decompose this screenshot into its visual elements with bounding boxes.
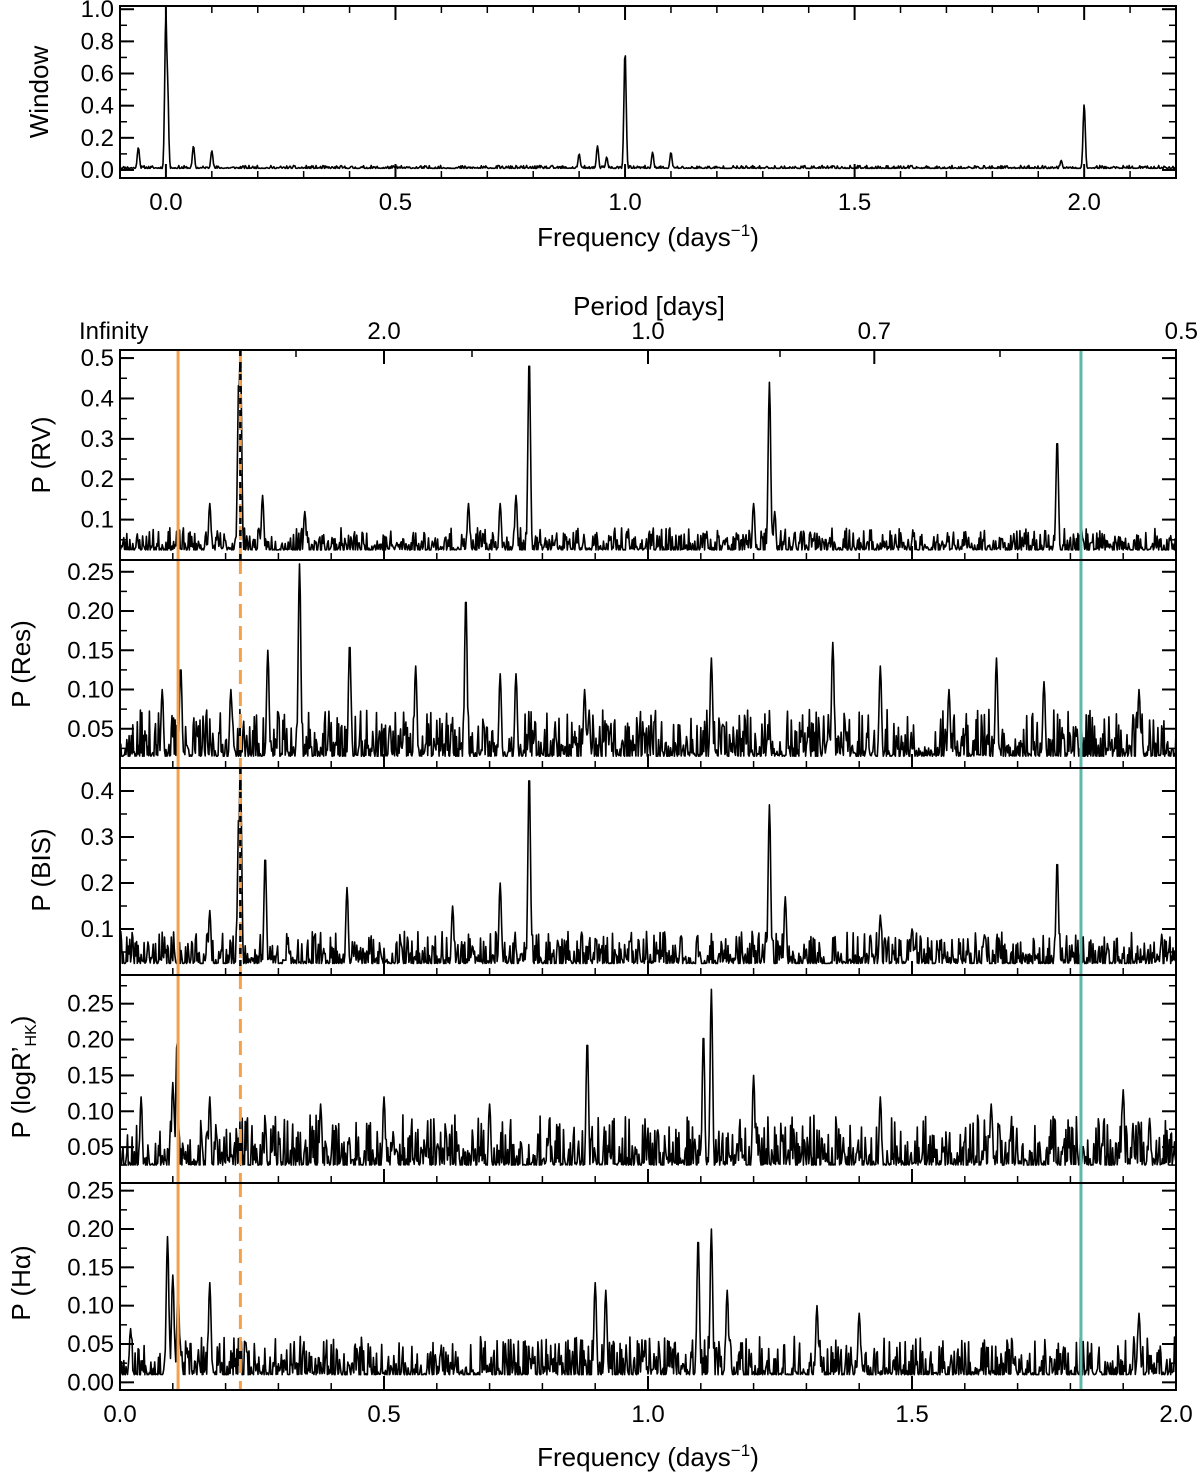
win-periodogram-line xyxy=(120,9,1177,170)
win-ytick-label: 0.8 xyxy=(81,28,114,55)
p2-ytick-label: 0.20 xyxy=(67,598,114,625)
rv-axes: 0.1 0.2 0.3 0.4 0.5 xyxy=(81,345,1177,560)
window-panel: 0.0 0.2 0.4 0.6 0.8 1.0 0.0 0.5 1.0 1.5 2.0 Window… xyxy=(24,0,1177,252)
p5-ytick-label: 0.05 xyxy=(67,1331,114,1358)
win-ytick-label: 0.6 xyxy=(81,61,114,88)
p5-ytick-label: 0.10 xyxy=(67,1293,114,1320)
stacked-frame xyxy=(119,349,1177,1391)
loghk-ylabel: P (logR’HK) xyxy=(6,1016,40,1139)
p4-ytick-label: 0.25 xyxy=(67,991,114,1018)
period-tick-label: 2.0 xyxy=(367,318,400,345)
p5-ytick-label: 0.25 xyxy=(67,1178,114,1205)
window-series-layer xyxy=(120,9,1177,170)
win-xtick-label: 1.0 xyxy=(608,189,641,216)
stacked-outline xyxy=(119,349,1177,1391)
p4-ytick-label: 0.15 xyxy=(67,1062,114,1089)
p5-xtick-label: 1.5 xyxy=(895,1401,928,1428)
p2-ytick-label: 0.05 xyxy=(67,716,114,743)
p5-xtick-label: 0.0 xyxy=(103,1401,136,1428)
period-tick-layer: Infinity 2.0 1.0 0.7 0.5 xyxy=(79,318,1198,364)
rv-ylabel: P (RV) xyxy=(26,416,56,493)
halpha-axes: 0.00 0.05 0.10 0.15 0.20 0.25 0.0 0.5 1.0 1.5 2.0 xyxy=(67,1178,1192,1428)
halpha-ylabel: P (Hα) xyxy=(6,1245,36,1320)
p4-ytick-label: 0.05 xyxy=(67,1134,114,1161)
period-axis: Period [days] Infinity 2.0 1.0 0.7 0.5 xyxy=(79,291,1198,364)
p1-ytick-label: 0.3 xyxy=(81,426,114,453)
loghk-series-layer xyxy=(119,975,1177,1183)
halpha-xlabel: Frequency (days−1) xyxy=(537,1441,759,1472)
p2-ytick-label: 0.15 xyxy=(67,637,114,664)
p3-ytick-label: 0.3 xyxy=(81,824,114,851)
win-xtick-label: 0.5 xyxy=(379,189,412,216)
p5-xtick-label: 2.0 xyxy=(1159,1401,1192,1428)
rv-series-layer xyxy=(119,350,1177,560)
win-xtick-label: 1.5 xyxy=(838,189,871,216)
p1-periodogram-line xyxy=(119,354,1177,551)
win-xtick-label: 0.0 xyxy=(149,189,182,216)
win-ytick-label: 0.0 xyxy=(81,157,114,184)
p1-ytick-label: 0.5 xyxy=(81,345,114,372)
p5-xtick-label: 0.5 xyxy=(367,1401,400,1428)
p2-ytick-label: 0.10 xyxy=(67,677,114,704)
p2-periodogram-line xyxy=(119,563,1177,757)
p3-ytick-label: 0.1 xyxy=(81,916,114,943)
win-ytick-label: 1.0 xyxy=(81,0,114,23)
p3-ytick-label: 0.4 xyxy=(81,778,114,805)
period-axis-title: Period [days] xyxy=(573,291,725,321)
win-ytick-label: 0.4 xyxy=(81,93,114,120)
win-xtick-label: 2.0 xyxy=(1067,189,1100,216)
window-ylabel: Window xyxy=(24,46,54,139)
p5-ytick-label: 0.20 xyxy=(67,1216,114,1243)
win-ytick-label: 0.2 xyxy=(81,125,114,152)
bis-series-layer xyxy=(119,768,1177,975)
p1-ytick-label: 0.1 xyxy=(81,507,114,534)
window-axes: 0.0 0.2 0.4 0.6 0.8 1.0 0.0 0.5 1.0 1.5 2.0 xyxy=(81,0,1177,216)
bis-ylabel: P (BIS) xyxy=(26,828,56,911)
p3-ytick-label: 0.2 xyxy=(81,870,114,897)
halpha-panel: 0.000.050.100.150.200.250.0 0.5 1.0 1.5 2.0 … xyxy=(6,1178,1193,1472)
res-panel: 0.05 0.10 0.15 0.20 0.25 P (Res) xyxy=(6,559,1177,768)
res-ylabel: P (Res) xyxy=(6,620,36,708)
p5-xtick-label: 1.0 xyxy=(631,1401,664,1428)
res-series-layer xyxy=(119,560,1177,768)
p4-periodogram-line xyxy=(119,988,1177,1166)
bis-panel: 0.1 0.2 0.3 0.4 P (BIS) xyxy=(26,767,1177,975)
p5-ytick-label: 0.15 xyxy=(67,1254,114,1281)
loghk-panel: 0.05 0.10 0.15 0.20 0.25 P (logR’HK) xyxy=(6,975,1177,1183)
p1-ytick-label: 0.2 xyxy=(81,466,114,493)
period-tick-label: Infinity xyxy=(79,318,148,345)
p3-periodogram-line xyxy=(119,768,1177,965)
rv-panel: 0.1 0.2 0.3 0.4 0.5 P (RV) xyxy=(26,345,1177,560)
p2-ytick-label: 0.25 xyxy=(67,559,114,586)
p5-ytick-label: 0.00 xyxy=(67,1369,114,1396)
p5-periodogram-line xyxy=(119,1228,1177,1376)
period-tick-label: 1.0 xyxy=(631,318,664,345)
loghk-axes: 0.05 0.10 0.15 0.20 0.25 xyxy=(67,985,1177,1183)
p4-ytick-label: 0.10 xyxy=(67,1098,114,1125)
period-tick-label: 0.7 xyxy=(858,318,891,345)
p4-ytick-label: 0.20 xyxy=(67,1027,114,1054)
window-xlabel: Frequency (days−1) xyxy=(537,221,759,252)
p1-ytick-label: 0.4 xyxy=(81,385,114,412)
window-frame xyxy=(119,5,1177,179)
res-axes: 0.05 0.10 0.15 0.20 0.25 xyxy=(67,559,1177,768)
halpha-series-layer xyxy=(119,1183,1177,1390)
bis-axes: 0.1 0.2 0.3 0.4 xyxy=(81,767,1177,975)
period-tick-label: 0.5 xyxy=(1165,318,1198,345)
